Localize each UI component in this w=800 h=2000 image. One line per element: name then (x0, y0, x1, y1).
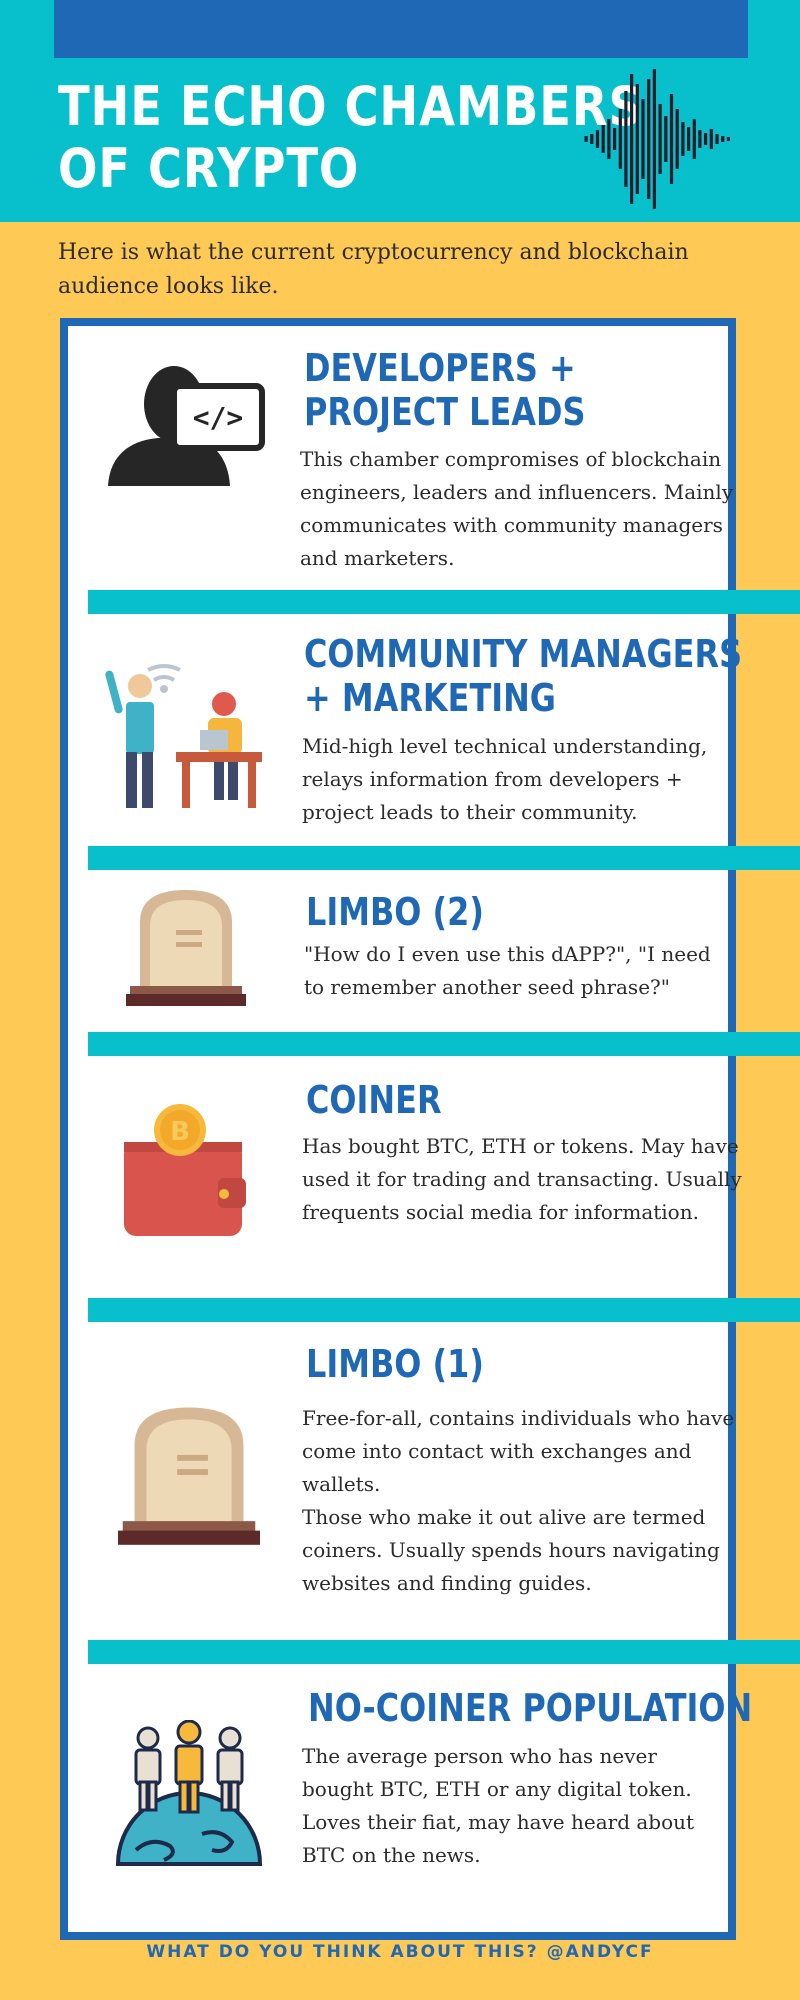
tombstone-icon (126, 890, 246, 1006)
developer-icon: </> (108, 366, 265, 486)
intro-text: Here is what the current cryptocurrency … (58, 240, 689, 299)
title-line-2: OF CRYPTO (58, 137, 360, 200)
section-body-no-coiner: The average person who has never bought … (302, 1744, 695, 1867)
header-bar (54, 0, 748, 58)
section-body-paragraph: Those who make it out alive are termed c… (302, 1505, 720, 1595)
divider-stripe (88, 1640, 800, 1664)
section-title-line: PROJECT LEADS (304, 390, 586, 434)
section-title-community: COMMUNITY MANAGERS + MARKETING (304, 632, 742, 720)
section-title-developers: DEVELOPERS + PROJECT LEADS (304, 346, 585, 434)
divider-stripe (88, 1032, 800, 1056)
sound-wave-icon (584, 69, 730, 209)
section-title-limbo-1: LIMBO (1) (306, 1342, 484, 1386)
section-title-line: COMMUNITY MANAGERS (304, 632, 743, 676)
wallet-icon: B (124, 1104, 246, 1236)
divider-stripe (88, 1298, 800, 1322)
section-body-paragraph: Free-for-all, contains individuals who h… (302, 1406, 735, 1496)
svg-text:B: B (170, 1117, 190, 1147)
divider-stripe (88, 590, 800, 614)
community-icon (105, 664, 262, 808)
footer-text: WHAT DO YOU THINK ABOUT THIS? @ANDYCF (146, 1942, 654, 1962)
svg-text:</>: </> (193, 401, 244, 434)
page-title: THE ECHO CHAMBERS OF CRYPTO (58, 76, 643, 200)
population-icon (116, 1720, 262, 1866)
section-title-no-coiner: NO-COINER POPULATION (308, 1686, 753, 1730)
section-title-limbo-2: LIMBO (2) (306, 890, 484, 934)
section-title-line: DEVELOPERS + (304, 346, 576, 390)
divider-stripe (88, 846, 800, 870)
header-banner: THE ECHO CHAMBERS OF CRYPTO (0, 0, 800, 222)
tombstone-icon (118, 1407, 260, 1545)
section-body-limbo-1: Free-for-all, contains individuals who h… (302, 1402, 742, 1600)
section-body-limbo-2: "How do I even use this dAPP?", "I need … (304, 942, 711, 999)
section-body-community: Mid-high level technical understanding, … (302, 734, 708, 824)
section-title-coiner: COINER (306, 1078, 442, 1122)
section-title-line: + MARKETING (304, 676, 557, 720)
section-body-developers: This chamber compromises of blockchain e… (300, 447, 734, 570)
section-body-coiner: Has bought BTC, ETH or tokens. May have … (302, 1134, 742, 1224)
title-line-1: THE ECHO CHAMBERS (58, 75, 643, 138)
